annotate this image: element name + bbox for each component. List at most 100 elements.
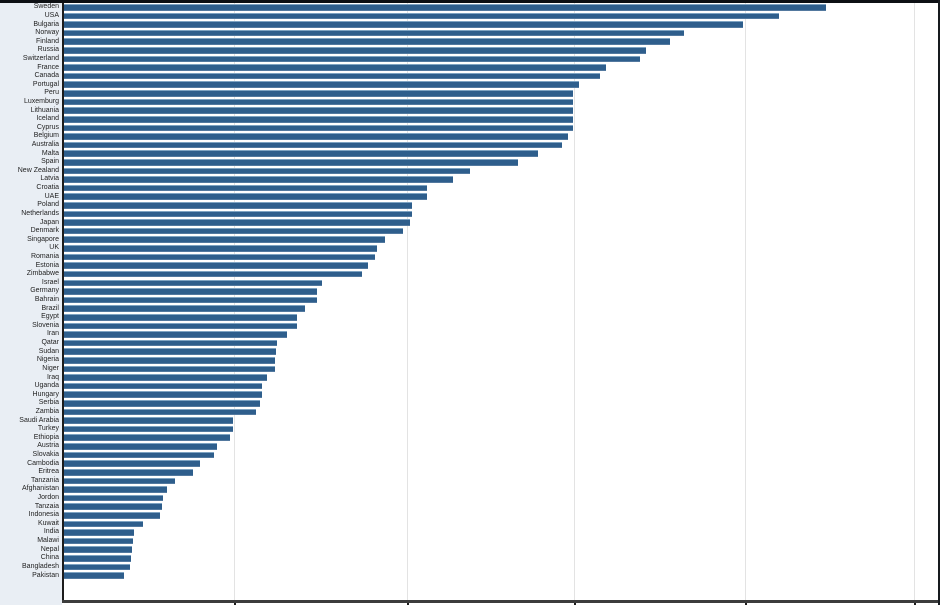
bar-row: Singapore	[0, 235, 938, 244]
bar-row: Afghanistan	[0, 485, 938, 494]
bar-track	[62, 304, 938, 313]
chart-top-border	[0, 0, 940, 3]
bar	[62, 365, 275, 373]
bar	[62, 374, 267, 381]
chart-right-border	[938, 0, 940, 605]
bar	[62, 511, 161, 519]
bar-track	[62, 390, 938, 399]
bar-track	[62, 132, 938, 141]
bar-row: Indonesia	[0, 511, 938, 520]
bar-track	[62, 253, 938, 262]
bar-row: Jordon	[0, 494, 938, 503]
bar-track	[62, 477, 938, 486]
bar	[62, 176, 453, 183]
bar-row: Spain	[0, 158, 938, 167]
bar	[62, 313, 297, 321]
bar-track	[62, 72, 938, 81]
bar-row: New Zealand	[0, 167, 938, 176]
bar	[62, 400, 260, 407]
bar-track	[62, 416, 938, 425]
bar	[62, 279, 323, 287]
category-label: Slovenia	[32, 321, 59, 329]
bar-track	[62, 382, 938, 391]
bar	[62, 339, 277, 347]
bar	[62, 322, 297, 330]
category-label: Austria	[37, 442, 59, 450]
category-label: Germany	[30, 287, 59, 295]
category-label: Australia	[31, 141, 59, 149]
gridline	[744, 3, 746, 600]
bar	[62, 124, 573, 132]
bar	[62, 262, 368, 269]
bar	[62, 555, 132, 562]
bar-track	[62, 29, 938, 38]
bar-track	[62, 167, 938, 176]
category-label: Norway	[35, 29, 59, 37]
bar-track	[62, 270, 938, 279]
bar-row: UAE	[0, 192, 938, 201]
bar	[62, 425, 233, 433]
bar-row: Germany	[0, 287, 938, 296]
bar-track	[62, 98, 938, 107]
bar-track	[62, 408, 938, 417]
bar	[62, 451, 215, 459]
bar	[62, 503, 162, 510]
bar-track	[62, 37, 938, 46]
bar-track	[62, 494, 938, 503]
bar-track	[62, 296, 938, 305]
category-label: Serbia	[38, 399, 59, 407]
bar	[62, 55, 641, 63]
bar-row: Slovakia	[0, 451, 938, 460]
bar	[62, 253, 375, 261]
category-label: India	[43, 528, 59, 536]
category-label: Eritrea	[38, 468, 59, 476]
bar-track	[62, 124, 938, 133]
bar-row: Russia	[0, 46, 938, 55]
bar-row: Zambia	[0, 408, 938, 417]
bar-row: Luxemburg	[0, 98, 938, 107]
y-axis-line	[62, 0, 64, 603]
bar-row: Iran	[0, 330, 938, 339]
category-label: Israel	[41, 278, 59, 286]
bar-track	[62, 537, 938, 546]
bar-row: Turkey	[0, 425, 938, 434]
category-label: Egypt	[41, 313, 59, 321]
bar-track	[62, 442, 938, 451]
bar-track	[62, 20, 938, 29]
bar	[62, 460, 201, 467]
bar	[62, 133, 569, 140]
category-label: Lithuania	[30, 106, 59, 114]
bar-track	[62, 55, 938, 64]
bar	[62, 572, 125, 579]
bar-row: Lithuania	[0, 106, 938, 115]
category-label: Qatar	[41, 339, 59, 347]
bar-track	[62, 210, 938, 219]
bar-row: Hungary	[0, 390, 938, 399]
category-label: Portugal	[32, 80, 59, 88]
bar-track	[62, 175, 938, 184]
gridline	[574, 3, 576, 600]
bar-row: Qatar	[0, 339, 938, 348]
bar-track	[62, 468, 938, 477]
category-label: Sweden	[33, 3, 59, 11]
bar-track	[62, 520, 938, 529]
bar-track	[62, 201, 938, 210]
category-label: Zambia	[35, 407, 59, 415]
bar-row: Uganda	[0, 382, 938, 391]
bar	[62, 468, 194, 476]
category-label: Nepal	[40, 545, 59, 553]
bar-row: Ethiopia	[0, 433, 938, 442]
category-label: Poland	[37, 201, 59, 209]
bar	[62, 356, 275, 364]
bar-track	[62, 545, 938, 554]
bar-track	[62, 373, 938, 382]
bar	[62, 158, 519, 166]
category-label: Turkey	[37, 425, 59, 433]
bar-row: Egypt	[0, 313, 938, 322]
category-label: Estonia	[35, 261, 59, 269]
bar-row: Denmark	[0, 227, 938, 236]
category-label: Cyprus	[36, 123, 59, 131]
bar-row: UK	[0, 244, 938, 253]
bar-row: France	[0, 63, 938, 72]
bar-track	[62, 451, 938, 460]
